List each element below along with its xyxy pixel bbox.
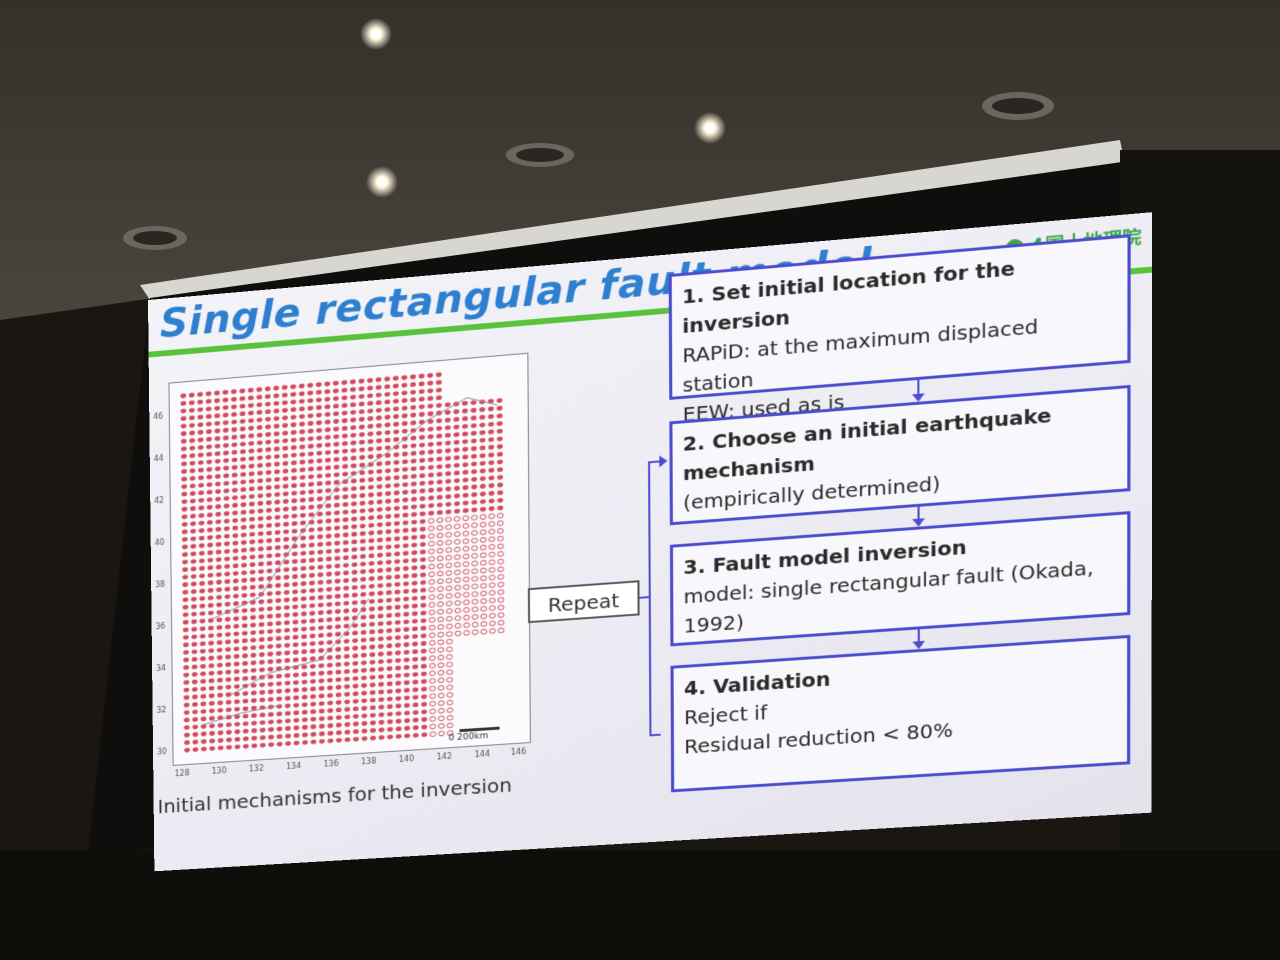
ceiling-light-3 — [366, 166, 398, 198]
air-vent-1 — [506, 143, 574, 167]
repeat-connector — [640, 597, 650, 598]
repeat-loop-line — [649, 461, 661, 735]
ceiling-light-1 — [360, 18, 392, 50]
slide: Single rectangular fault model 国土地理院 46 … — [148, 212, 1152, 871]
ceiling-light-2 — [694, 112, 726, 144]
arrowhead-repeat — [659, 455, 667, 467]
projected-slide: Single rectangular fault model 国土地理院 46 … — [148, 212, 1152, 871]
air-vent-3 — [123, 226, 187, 250]
air-vent-2 — [982, 92, 1054, 120]
